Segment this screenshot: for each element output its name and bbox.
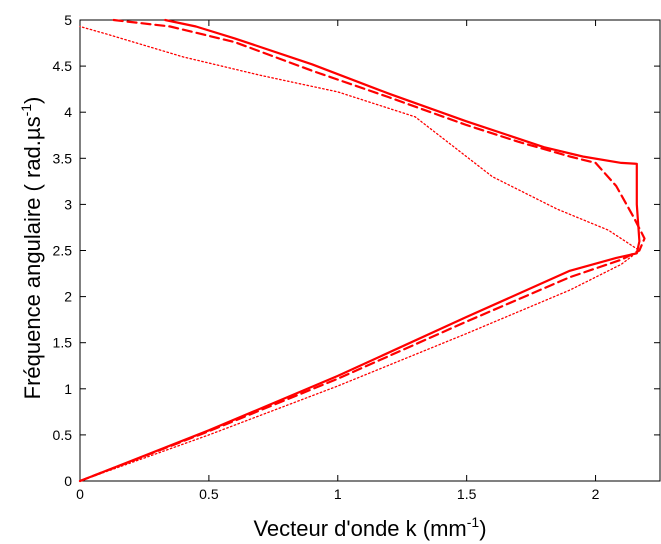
y-tick-label: 4: [64, 104, 72, 120]
y-tick-label: 3.5: [53, 150, 73, 166]
y-tick-label: 2.5: [53, 243, 73, 259]
y-axis-ticks: 0 0.5 1 1.5 2 2.5 3 3.5 4 4.5 5: [53, 12, 660, 489]
x-tick-label: 0.5: [199, 486, 219, 502]
y-tick-label: 4.5: [53, 58, 73, 74]
x-tick-label: 0: [76, 486, 84, 502]
x-tick-label: 2: [592, 486, 600, 502]
plot-area: [79, 19, 661, 482]
x-axis-title: Vecteur d'onde k (mm-1): [253, 514, 486, 541]
plot-frame: [79, 19, 661, 482]
y-axis-title: Fréquence angulaire ( rad.µs-1): [18, 97, 45, 400]
series-line-solid: [78, 18, 641, 483]
series-line-dotted: [79, 25, 641, 482]
x-tick-label: 1: [334, 486, 342, 502]
y-tick-label: 0: [64, 473, 72, 489]
x-tick-label: 1.5: [457, 486, 477, 502]
y-tick-label: 2: [64, 289, 72, 305]
x-axis-ticks: 0 0.5 1 1.5 2: [76, 20, 600, 502]
y-tick-label: 1: [64, 381, 72, 397]
y-tick-label: 3: [64, 196, 72, 212]
y-tick-label: 0.5: [53, 427, 73, 443]
y-tick-label: 5: [64, 12, 72, 28]
y-tick-label: 1.5: [53, 335, 73, 351]
series-layer: [78, 18, 646, 483]
series-line-dashed: [78, 18, 646, 483]
